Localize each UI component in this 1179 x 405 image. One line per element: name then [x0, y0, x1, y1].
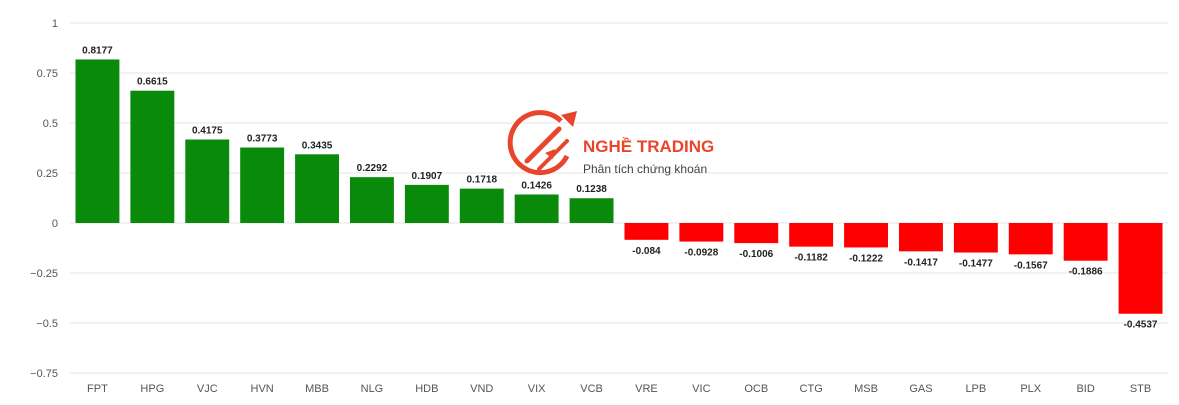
- bar-value-label: 0.3435: [302, 140, 333, 151]
- bar-value-label: -0.0928: [684, 248, 718, 259]
- gridlines: [70, 22, 1168, 374]
- x-tick-label: OCB: [744, 383, 768, 395]
- x-tick-label: VJC: [197, 383, 218, 395]
- y-tick-label: −0.75: [30, 368, 58, 380]
- y-tick-label: −0.25: [30, 268, 58, 280]
- x-tick-label: MSB: [854, 383, 878, 395]
- x-tick-label: PLX: [1020, 383, 1041, 395]
- bar-value-label: -0.084: [632, 246, 661, 257]
- logo-icon: [507, 110, 577, 176]
- bar-bid: [1063, 223, 1108, 261]
- x-tick-label: NLG: [361, 383, 384, 395]
- watermark-tagline: Phân tích chứng khoán: [583, 162, 707, 176]
- bar-value-label: 0.1718: [466, 175, 497, 186]
- bar-value-label: -0.1886: [1069, 267, 1103, 278]
- bar-hvn: [240, 147, 285, 223]
- x-tick-label: VND: [470, 383, 493, 395]
- bar-value-label: 0.1238: [576, 184, 607, 195]
- bar-fpt: [75, 59, 120, 224]
- x-tick-label: MBB: [305, 383, 329, 395]
- x-tick-label: HDB: [415, 383, 438, 395]
- bar-ctg: [789, 223, 834, 247]
- bar-gas: [898, 223, 943, 252]
- bar-lpb: [953, 223, 998, 253]
- x-tick-label: BID: [1076, 383, 1094, 395]
- bar-hpg: [130, 90, 175, 223]
- x-axis-ticks: FPT HPG VJC HVN MBB NLG HDB VND VIX VCB VRE VIC OCB C…: [87, 383, 1151, 395]
- bar-value-label: 0.8177: [82, 45, 113, 56]
- watermark-logo: NGHỀ TRADING Phân tích chứng khoán: [507, 110, 714, 176]
- x-tick-label: VIC: [692, 383, 710, 395]
- x-tick-label: HPG: [140, 383, 164, 395]
- x-tick-label: STB: [1130, 383, 1151, 395]
- bar-value-labels: 0.8177 0.6615 0.4175 0.3773 0.3435 0.2292 0.19…: [82, 45, 1158, 330]
- bars: [75, 59, 1163, 314]
- y-tick-label: 0.25: [37, 168, 58, 180]
- y-tick-label: 0.75: [37, 68, 58, 80]
- bar-vre: [624, 223, 669, 240]
- x-tick-label: CTG: [800, 383, 823, 395]
- bar-value-label: 0.3773: [247, 134, 278, 145]
- bar-value-label: -0.1222: [849, 253, 883, 264]
- y-tick-label: 0.5: [43, 118, 58, 130]
- bar-vcb: [569, 198, 614, 223]
- y-tick-label: 0: [52, 218, 58, 230]
- bar-value-label: 0.6615: [137, 77, 168, 88]
- y-tick-label: 1: [52, 18, 58, 30]
- bar-mbb: [295, 154, 340, 223]
- x-tick-label: HVN: [251, 383, 274, 395]
- bar-value-label: 0.1907: [412, 171, 443, 182]
- x-tick-label: GAS: [909, 383, 932, 395]
- bar-hdb: [404, 184, 449, 223]
- bar-vic: [679, 223, 724, 242]
- bar-value-label: -0.1567: [1014, 260, 1048, 271]
- bar-plx: [1008, 223, 1053, 255]
- bar-vix: [514, 194, 559, 223]
- y-tick-label: −0.5: [36, 318, 58, 330]
- x-tick-label: VRE: [635, 383, 658, 395]
- bar-value-label: -0.1477: [959, 259, 993, 270]
- bar-msb: [844, 223, 889, 248]
- bar-value-label: -0.1417: [904, 257, 938, 268]
- bar-value-label: -0.4537: [1124, 320, 1158, 331]
- bar-stb: [1118, 223, 1163, 314]
- bar-vnd: [459, 188, 504, 223]
- bar-value-label: 0.1426: [521, 180, 552, 191]
- x-tick-label: LPB: [965, 383, 986, 395]
- x-tick-label: FPT: [87, 383, 108, 395]
- bar-vjc: [185, 139, 230, 223]
- bar-value-label: 0.4175: [192, 126, 223, 137]
- watermark-brand: NGHỀ TRADING: [583, 137, 714, 156]
- bar-value-label: -0.1182: [794, 253, 828, 264]
- bar-nlg: [349, 177, 394, 223]
- bar-value-label: -0.1006: [739, 249, 773, 260]
- y-axis-ticks: 1 0.75 0.5 0.25 0 −0.25 −0.5 −0.75: [30, 18, 58, 380]
- x-tick-label: VCB: [580, 383, 603, 395]
- bar-ocb: [734, 223, 779, 244]
- bar-value-label: 0.2292: [357, 163, 388, 174]
- x-tick-label: VIX: [528, 383, 546, 395]
